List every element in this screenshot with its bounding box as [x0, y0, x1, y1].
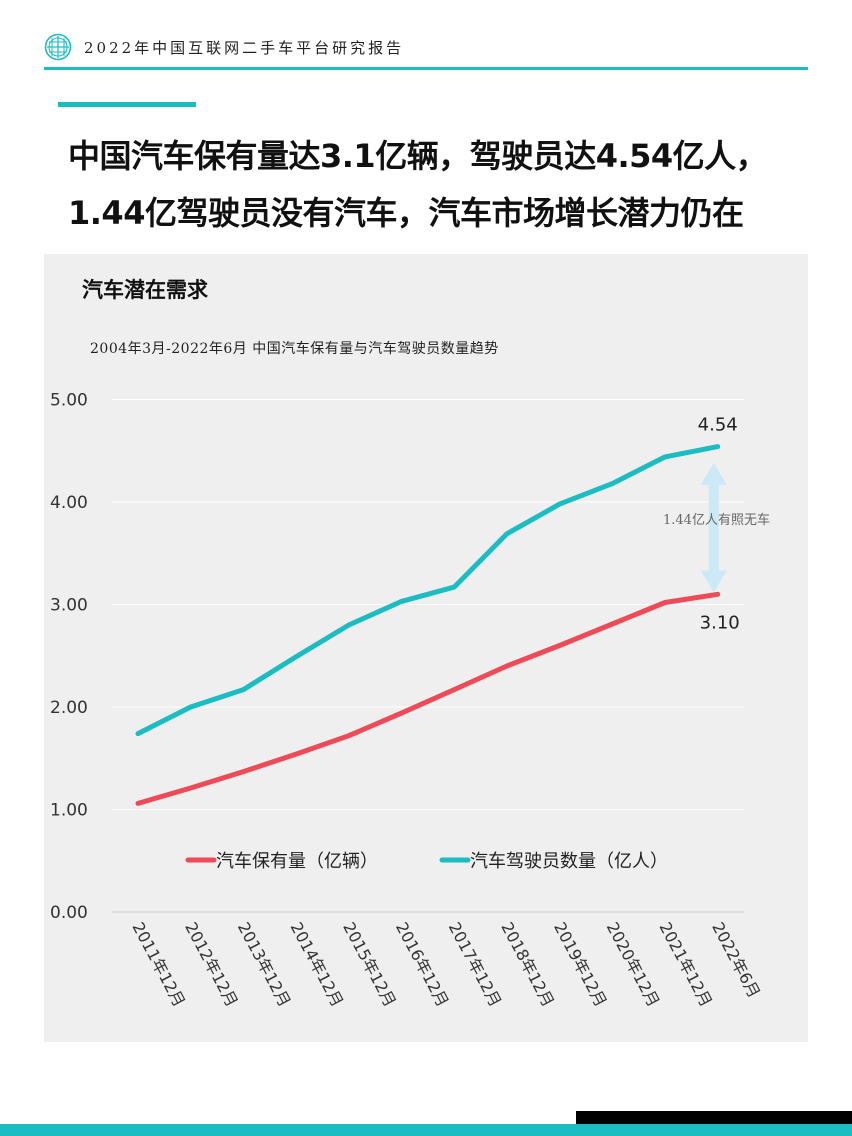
- header-divider: [44, 67, 808, 70]
- x-tick-label: 2020年12月: [603, 919, 663, 1010]
- x-tick-label: 2011年12月: [128, 919, 188, 1010]
- data-point: [135, 801, 141, 806]
- end-label-vehicles: 3.10: [700, 612, 740, 633]
- x-tick-label: 2018年12月: [497, 919, 557, 1010]
- data-point: [662, 454, 668, 460]
- headline-line-1: 中国汽车保有量达3.1亿辆，驾驶员达4.54亿人，: [68, 137, 768, 175]
- gap-arrow-head-up: [700, 462, 727, 485]
- data-point: [610, 621, 615, 627]
- data-point: [504, 531, 510, 536]
- data-point: [188, 704, 193, 710]
- y-tick-label: 0.00: [50, 903, 88, 923]
- data-point: [293, 654, 299, 659]
- series-line-2: [135, 444, 721, 737]
- panel-title: 汽车潜在需求: [82, 278, 208, 302]
- x-tick-label: 2013年12月: [234, 919, 294, 1010]
- x-tick-label: 2019年12月: [550, 919, 610, 1010]
- x-tick-label: 2012年12月: [181, 919, 241, 1010]
- data-point: [135, 731, 141, 736]
- data-point: [715, 444, 720, 449]
- data-point: [662, 600, 668, 605]
- data-point: [399, 710, 404, 716]
- x-tick-label: 2014年12月: [287, 919, 347, 1010]
- gap-arrow-head-down: [700, 570, 727, 593]
- globe-grid-icon: [44, 33, 72, 61]
- data-point: [610, 481, 615, 486]
- headline-accent-bar: [58, 102, 196, 107]
- footer-black-bar: [576, 1111, 852, 1124]
- data-point: [399, 599, 404, 604]
- x-tick-label: 2021年12月: [655, 919, 715, 1010]
- headline-line-2: 1.44亿驾驶员没有汽车，汽车市场增长潜力仍在: [68, 194, 744, 232]
- chart-title: 2004年3月-2022年6月 中国汽车保有量与汽车驾驶员数量趋势: [90, 341, 499, 357]
- data-point: [715, 592, 720, 597]
- data-point: [241, 687, 246, 692]
- page-headline: 中国汽车保有量达3.1亿辆，驾驶员达4.54亿人， 1.44亿驾驶员没有汽车，汽…: [68, 128, 828, 242]
- end-label-drivers: 4.54: [698, 415, 738, 436]
- y-tick-label: 5.00: [50, 391, 88, 411]
- report-title: 2022年中国互联网二手车平台研究报告: [84, 39, 405, 57]
- data-point: [557, 643, 562, 648]
- data-point: [346, 733, 351, 738]
- data-point: [188, 785, 193, 791]
- page-header: 2022年中国互联网二手车平台研究报告: [0, 0, 852, 72]
- y-tick-label: 3.00: [50, 596, 88, 616]
- data-point: [293, 751, 299, 757]
- legend-label: 汽车保有量（亿辆）: [216, 851, 378, 872]
- y-tick-label: 2.00: [50, 698, 88, 718]
- gap-annotation: 1.44亿人有照无车: [663, 512, 770, 528]
- legend-label: 汽车驾驶员数量（亿人）: [470, 851, 668, 872]
- footer-teal-bar: [0, 1124, 852, 1136]
- series-line-1: [135, 591, 721, 806]
- x-tick-label: 2016年12月: [392, 919, 452, 1010]
- gap-arrow-shaft: [708, 482, 719, 573]
- y-tick-label: 4.00: [50, 493, 88, 513]
- data-point: [241, 769, 246, 774]
- x-tick-label: 2017年12月: [445, 919, 505, 1010]
- x-tick-label: 2022年6月: [708, 919, 764, 1001]
- data-point: [557, 501, 562, 507]
- y-tick-label: 1.00: [50, 801, 88, 821]
- data-point: [452, 687, 457, 692]
- data-point: [504, 663, 510, 669]
- chart-panel: [44, 254, 808, 1042]
- data-point: [346, 622, 351, 628]
- data-point: [452, 584, 457, 590]
- x-tick-label: 2015年12月: [339, 919, 399, 1010]
